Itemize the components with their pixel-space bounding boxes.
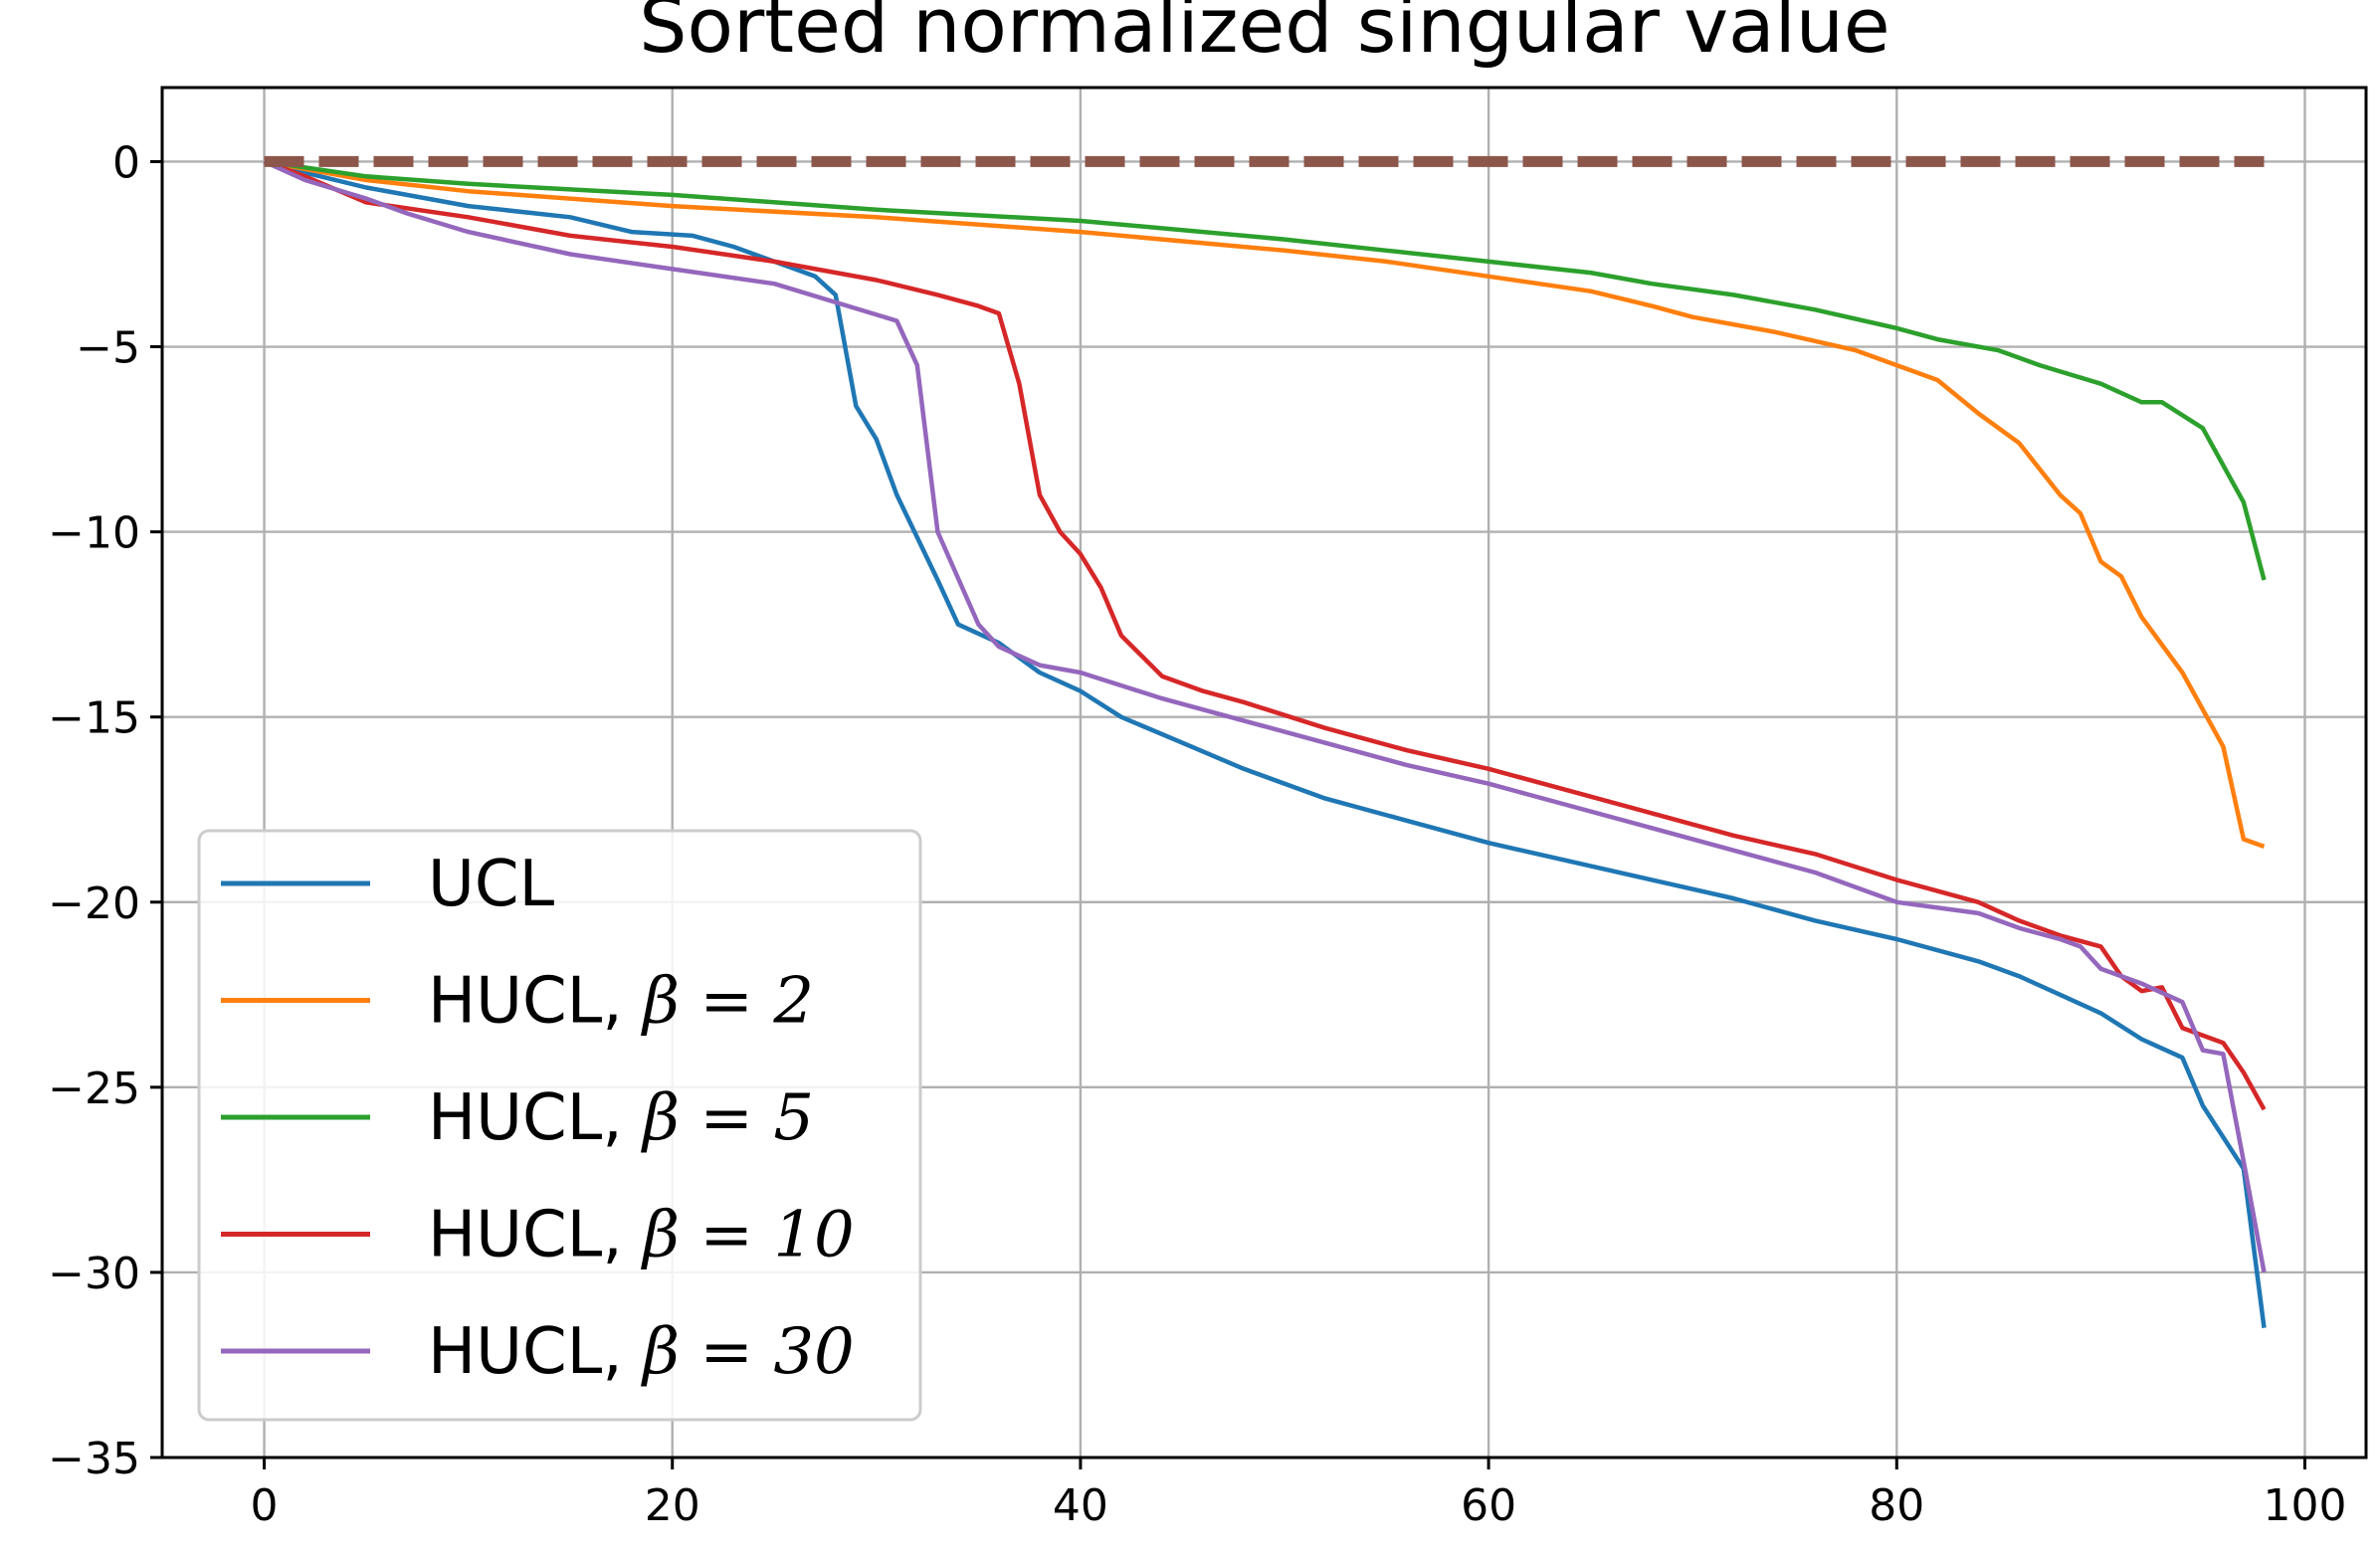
x-tick-label: 100 <box>2263 1480 2346 1531</box>
x-tick-label: 80 <box>1869 1480 1924 1531</box>
x-axis-ticks: 0 20 40 60 80 100 <box>251 1458 2346 1531</box>
axes-frame <box>160 86 2368 1460</box>
legend-label-math: β = 5 <box>641 1081 814 1155</box>
x-tick-label: 20 <box>645 1480 700 1531</box>
y-tick-label: −15 <box>48 693 140 744</box>
legend-label: HUCL, β = 5 <box>428 1081 814 1155</box>
y-axis-ticks: 0 −5 −10 −15 −20 −25 −30 −35 <box>48 137 162 1484</box>
legend-label-text: HUCL, <box>428 1081 643 1155</box>
legend-label: HUCL, β = 30 <box>428 1315 855 1389</box>
series-line-3 <box>263 159 2267 1111</box>
legend-label: HUCL, β = 2 <box>428 965 814 1039</box>
series-line-2 <box>264 159 2267 581</box>
x-tick-label: 0 <box>251 1480 279 1531</box>
y-tick-label: −30 <box>48 1249 140 1299</box>
series-line-4 <box>263 159 2267 1273</box>
legend-label: HUCL, β = 10 <box>428 1199 855 1272</box>
legend-label-text: HUCL, <box>428 965 643 1039</box>
legend-label: UCL <box>428 848 555 921</box>
legend-label-math: β = 2 <box>641 965 814 1039</box>
legend-box <box>197 829 922 1422</box>
y-tick-label: −35 <box>48 1434 140 1484</box>
chart-title: Sorted normalized singular value <box>639 0 1889 70</box>
legend-label-text: HUCL, <box>428 1315 643 1389</box>
y-tick-label: 0 <box>112 137 140 188</box>
series-line-1 <box>264 159 2266 850</box>
plot-area <box>160 86 2368 1460</box>
y-tick-label: −5 <box>76 323 140 374</box>
series-lines <box>263 155 2267 1328</box>
y-tick-label: −25 <box>48 1064 140 1114</box>
legend-label-math: β = 30 <box>641 1315 855 1389</box>
x-tick-label: 40 <box>1053 1480 1108 1531</box>
legend-label-text: HUCL, <box>428 1199 643 1272</box>
legend-label-math: β = 10 <box>641 1199 855 1272</box>
x-tick-label: 60 <box>1461 1480 1516 1531</box>
y-tick-label: −10 <box>48 508 140 559</box>
legend-label-text: UCL <box>428 848 555 921</box>
series-line-0 <box>263 159 2267 1328</box>
y-tick-label: −20 <box>48 878 140 929</box>
